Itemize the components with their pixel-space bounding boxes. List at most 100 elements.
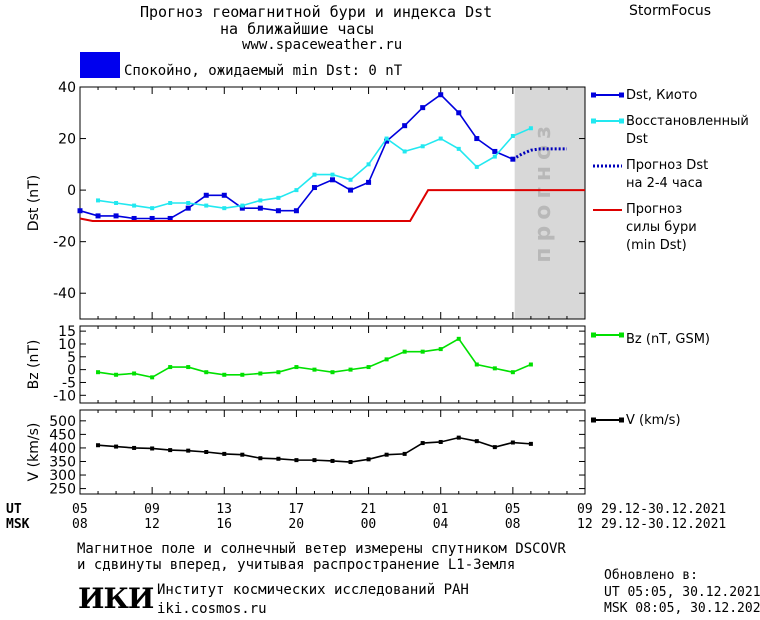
- dst-kyoto-point: [510, 156, 516, 162]
- dst-panel-frame: [79, 86, 586, 320]
- ut-tick: 01: [432, 502, 449, 517]
- dst-kyoto-point: [330, 177, 335, 183]
- iki-logo: ИКИ: [78, 582, 154, 615]
- institute-name: Институт космических исследований РАН: [157, 582, 469, 598]
- bz-point: [384, 357, 389, 362]
- site-link[interactable]: www.spaceweather.ru: [242, 37, 403, 53]
- ut-tick: 05: [504, 502, 521, 517]
- dst-kyoto-point: [221, 192, 227, 198]
- dst-ytick-label: 20: [58, 132, 76, 148]
- bz-point: [204, 370, 209, 375]
- dst-restored-point: [456, 146, 461, 151]
- v-point: [492, 445, 497, 450]
- dst-kyoto-point: [95, 213, 101, 219]
- dst-restored-point: [150, 206, 155, 211]
- legend-v-label: V (km/s): [626, 413, 681, 428]
- bz-point: [222, 372, 227, 377]
- legend-bz-marker-end: [591, 332, 596, 338]
- v-point: [384, 452, 389, 457]
- dst-restored-point: [222, 206, 227, 211]
- footer-note-1: Магнитное поле и солнечный ветер измерен…: [77, 541, 566, 557]
- institute-link[interactable]: iki.cosmos.ru: [157, 601, 267, 617]
- v-point: [276, 456, 281, 461]
- dst-restored-point: [258, 198, 263, 203]
- dst-kyoto-point: [257, 205, 263, 211]
- bz-point: [96, 370, 101, 375]
- updated-label: Обновлено в:: [604, 568, 698, 583]
- v-point: [294, 458, 299, 463]
- dst-restored-point: [330, 172, 335, 177]
- brand-name: StormFocus: [629, 3, 712, 19]
- bz-point: [150, 375, 155, 380]
- ut-tick: 17: [288, 502, 305, 517]
- legend-storm-label: Прогноз: [626, 202, 682, 217]
- dst-restored-point: [312, 172, 317, 177]
- msk-tick: 12: [144, 517, 160, 532]
- v-ytick-label: 500: [49, 414, 76, 430]
- dst-restored-point: [168, 201, 173, 205]
- bz-point: [114, 372, 119, 377]
- v-point: [96, 443, 101, 448]
- dst-kyoto-point: [366, 179, 372, 185]
- bz-point: [258, 371, 263, 376]
- msk-date-range: 29.12-30.12.2021: [601, 517, 727, 532]
- msk-tick: 20: [288, 517, 305, 532]
- v-ytick-label: 450: [49, 427, 76, 443]
- v-point: [420, 441, 425, 446]
- dst-ytick-label: -20: [53, 235, 76, 251]
- bz-point: [240, 372, 245, 377]
- dst-ytick-label: 40: [58, 80, 76, 96]
- v-ytick-label: 400: [49, 441, 76, 457]
- v-ylabel: V (km/s): [26, 423, 42, 482]
- bz-point: [168, 365, 173, 370]
- msk-tick: 08: [72, 517, 88, 532]
- bz-point: [348, 367, 353, 372]
- dst-kyoto-point: [438, 92, 444, 98]
- bz-ytick-label: 5: [67, 350, 76, 366]
- v-point: [186, 448, 191, 453]
- dst-kyoto-point: [293, 208, 299, 214]
- dst-restored-point: [438, 136, 443, 141]
- dst-restored-point: [366, 162, 371, 167]
- dst-restored-point: [294, 188, 299, 193]
- dst-ytick-label: 0: [67, 183, 76, 199]
- ut-tick: 13: [216, 502, 232, 517]
- legend-v-marker-end: [619, 417, 624, 423]
- dst-ytick-label: -40: [53, 286, 76, 302]
- ut-axis-label: UT: [6, 502, 22, 517]
- dst-kyoto-point: [275, 208, 281, 214]
- v-point: [348, 460, 353, 465]
- legend-restored-marker-end: [591, 118, 596, 124]
- v-point: [528, 441, 533, 446]
- v-ytick-label: 350: [49, 454, 76, 470]
- v-point: [240, 452, 245, 457]
- dst-restored-point: [240, 203, 245, 208]
- dst-restored-point: [276, 195, 281, 200]
- status-color-swatch: [80, 52, 120, 78]
- bz-ytick-label: 10: [58, 337, 76, 353]
- dst-restored-point: [114, 201, 119, 205]
- bz-ylabel: Bz (nT): [26, 340, 42, 390]
- bz-ytick-label: 0: [67, 363, 76, 379]
- dst-kyoto-point: [348, 187, 354, 193]
- v-point: [402, 451, 407, 456]
- dst-ylabel: Dst (nT): [26, 175, 42, 231]
- dst-restored-point: [96, 198, 101, 203]
- bz-ytick-label: -10: [53, 388, 76, 404]
- dst-restored-point: [204, 203, 209, 208]
- legend-forecast-label-2: на 2-4 часа: [626, 176, 703, 191]
- dst-kyoto-point: [149, 215, 155, 221]
- bz-point: [492, 366, 497, 371]
- v-ytick-label: 250: [49, 482, 76, 498]
- bz-panel-frame: [79, 325, 586, 404]
- dst-restored-point: [510, 133, 515, 138]
- dst-kyoto-point: [384, 138, 390, 144]
- bz-point: [528, 362, 533, 367]
- dst-forecast-line: [512, 147, 567, 161]
- msk-tick: 08: [504, 517, 521, 532]
- legend-forecast-label: Прогноз Dst: [626, 158, 708, 173]
- v-point: [222, 451, 227, 456]
- dst-kyoto-point: [77, 208, 83, 214]
- ut-tick: 09: [577, 502, 593, 517]
- bz-point: [276, 370, 281, 375]
